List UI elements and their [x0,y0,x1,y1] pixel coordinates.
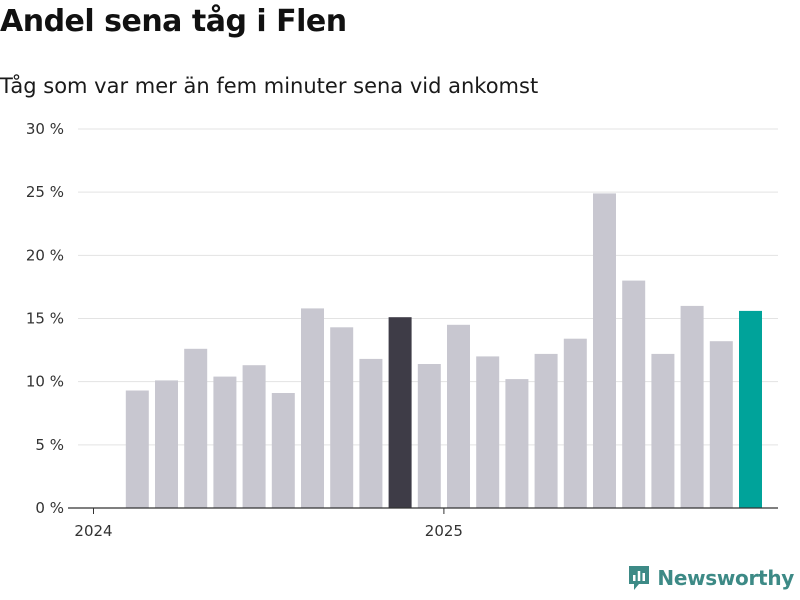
y-axis-ticks: 0 % 5 % 10 % 15 % 20 % 25 % 30 % [26,120,64,517]
bar [563,338,587,508]
x-tick-label: 2024 [74,522,112,540]
bar [534,353,558,508]
y-tick-label: 15 % [26,310,64,328]
y-tick-label: 25 % [26,183,64,201]
y-tick-label: 0 % [35,499,64,517]
newsworthy-logo-icon [629,566,650,590]
bar [709,341,733,508]
bar [155,380,178,508]
bar [622,280,646,508]
bar [213,376,237,508]
x-axis-ticks: 2024 2025 [74,508,463,540]
y-tick-label: 30 % [26,120,64,138]
x-tick-label: 2025 [425,522,463,540]
bar [680,305,704,508]
bar [242,365,266,508]
bar [593,193,616,508]
bar [739,310,762,508]
bar [447,324,470,508]
bar [271,393,295,508]
bar [330,327,354,508]
bars [125,193,762,508]
bar [476,356,500,508]
brand-logo: Newsworthy [627,564,794,592]
y-tick-label: 5 % [35,436,64,454]
bar [184,348,208,508]
bar [651,353,675,508]
y-tick-label: 10 % [26,373,64,391]
bar [505,379,529,508]
bar [417,364,441,508]
bar [125,390,149,508]
brand-name: Newsworthy [657,566,794,590]
bar [388,317,412,508]
bar [301,308,324,508]
bar-chart: 0 % 5 % 10 % 15 % 20 % 25 % 30 % 2024 2025 [26,120,778,540]
bar [359,358,383,508]
y-tick-label: 20 % [26,246,64,264]
chart-title: Andel sena tåg i Flen [0,4,347,39]
chart-subtitle: Tåg som var mer än fem minuter sena vid … [0,74,539,98]
